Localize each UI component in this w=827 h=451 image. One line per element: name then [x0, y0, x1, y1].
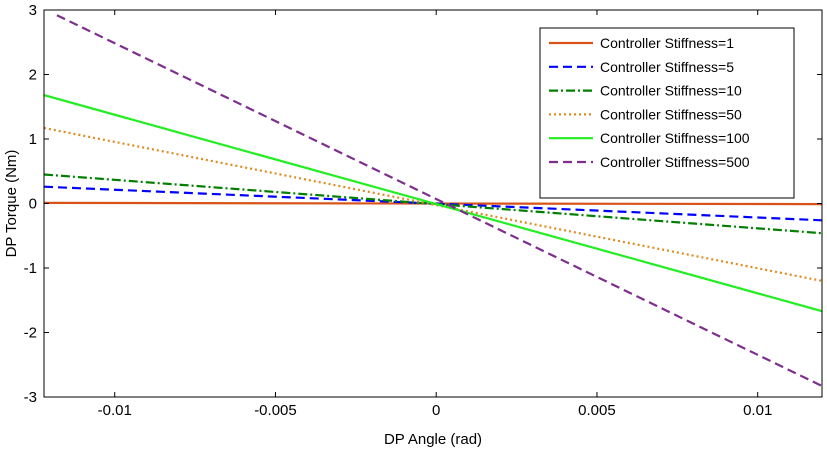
- series-layer: [44, 14, 822, 387]
- legend-label-2: Controller Stiffness=5: [600, 59, 734, 75]
- x-tick-label: -0.01: [98, 402, 132, 419]
- legend-label-6: Controller Stiffness=500: [600, 154, 750, 170]
- series-line-6: [56, 14, 822, 387]
- legend-label-3: Controller Stiffness=10: [600, 83, 742, 99]
- legend-label-5: Controller Stiffness=100: [600, 130, 750, 146]
- y-tick-label: 2: [29, 67, 37, 84]
- x-axis-label: DP Angle (rad): [384, 431, 482, 448]
- series-line-5: [44, 94, 822, 313]
- x-axis-ticks: -0.01 -0.005 0 0.005 0.01: [98, 10, 772, 419]
- y-axis-label: DP Torque (Nm): [3, 150, 20, 258]
- y-tick-label: -1: [24, 260, 37, 277]
- x-tick-label: 0.01: [743, 402, 772, 419]
- legend-box: [539, 27, 795, 199]
- y-tick-label: 3: [29, 2, 37, 19]
- y-tick-label: 0: [29, 196, 37, 213]
- y-tick-label: -3: [24, 389, 37, 406]
- x-tick-label: 0.005: [578, 402, 616, 419]
- y-axis-ticks: 3 2 1 0 -1 -2 -3: [24, 2, 822, 406]
- y-tick-label: 1: [29, 131, 37, 148]
- x-tick-label: -0.005: [254, 402, 297, 419]
- series-line-4: [44, 126, 822, 282]
- legend-label-1: Controller Stiffness=1: [600, 35, 734, 51]
- y-tick-label: -2: [24, 325, 37, 342]
- series-line-3: [44, 173, 822, 235]
- x-tick-label: 0: [432, 402, 440, 419]
- legend-label-4: Controller Stiffness=50: [600, 106, 742, 122]
- legend: Controller Stiffness=1 Controller Stiffne…: [539, 27, 795, 199]
- series-line-2: [44, 185, 822, 222]
